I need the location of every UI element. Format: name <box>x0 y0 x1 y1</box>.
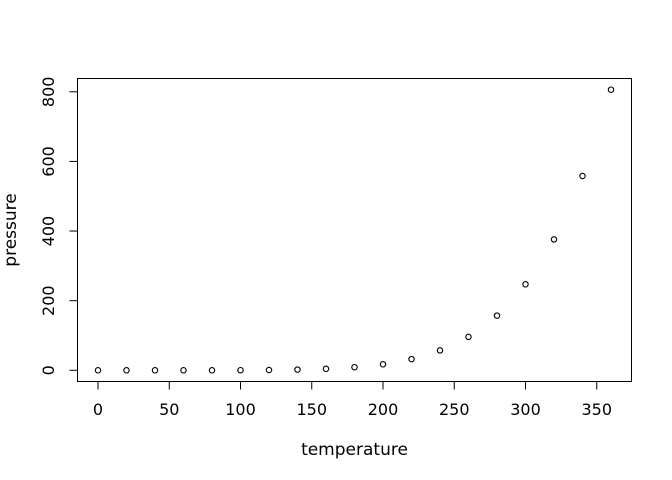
data-point <box>265 366 273 374</box>
data-point <box>351 363 358 371</box>
data-point <box>408 355 415 363</box>
data-point <box>180 367 187 374</box>
x-axis-title: temperature <box>301 440 408 460</box>
x-tick-label: 300 <box>510 400 541 419</box>
data-point <box>436 347 444 354</box>
x-tick-label: 100 <box>225 400 256 419</box>
x-tick-label: 350 <box>581 400 612 419</box>
data-point <box>522 281 529 288</box>
data-point <box>493 312 501 319</box>
data-point <box>123 367 130 374</box>
data-point <box>294 366 301 373</box>
data-point <box>550 236 558 243</box>
x-tick-label: 50 <box>159 400 179 419</box>
data-point <box>237 366 244 374</box>
data-point <box>607 86 615 93</box>
data-point <box>322 365 330 373</box>
x-tick-label: 250 <box>439 400 470 419</box>
y-tick-label: 200 <box>39 285 58 316</box>
y-tick-label: 400 <box>39 216 58 247</box>
y-tick-label: 0 <box>39 365 58 375</box>
y-axis-title: pressure <box>1 193 21 266</box>
x-tick-label: 0 <box>93 400 103 419</box>
x-axis: 0 50 100 150 200 250 300 350 <box>93 381 612 419</box>
data-point <box>94 367 102 374</box>
y-tick-label: 800 <box>39 77 58 108</box>
x-tick-label: 200 <box>368 400 399 419</box>
y-axis: 0 200 400 600 800 <box>39 77 78 375</box>
data-points <box>94 86 615 374</box>
y-tick-label: 600 <box>39 146 58 177</box>
data-point <box>379 361 387 368</box>
x-tick-label: 150 <box>296 400 327 419</box>
data-point <box>579 172 586 180</box>
data-point <box>465 333 472 341</box>
data-point <box>208 367 216 374</box>
plot-box <box>77 78 632 382</box>
data-point <box>151 367 159 374</box>
